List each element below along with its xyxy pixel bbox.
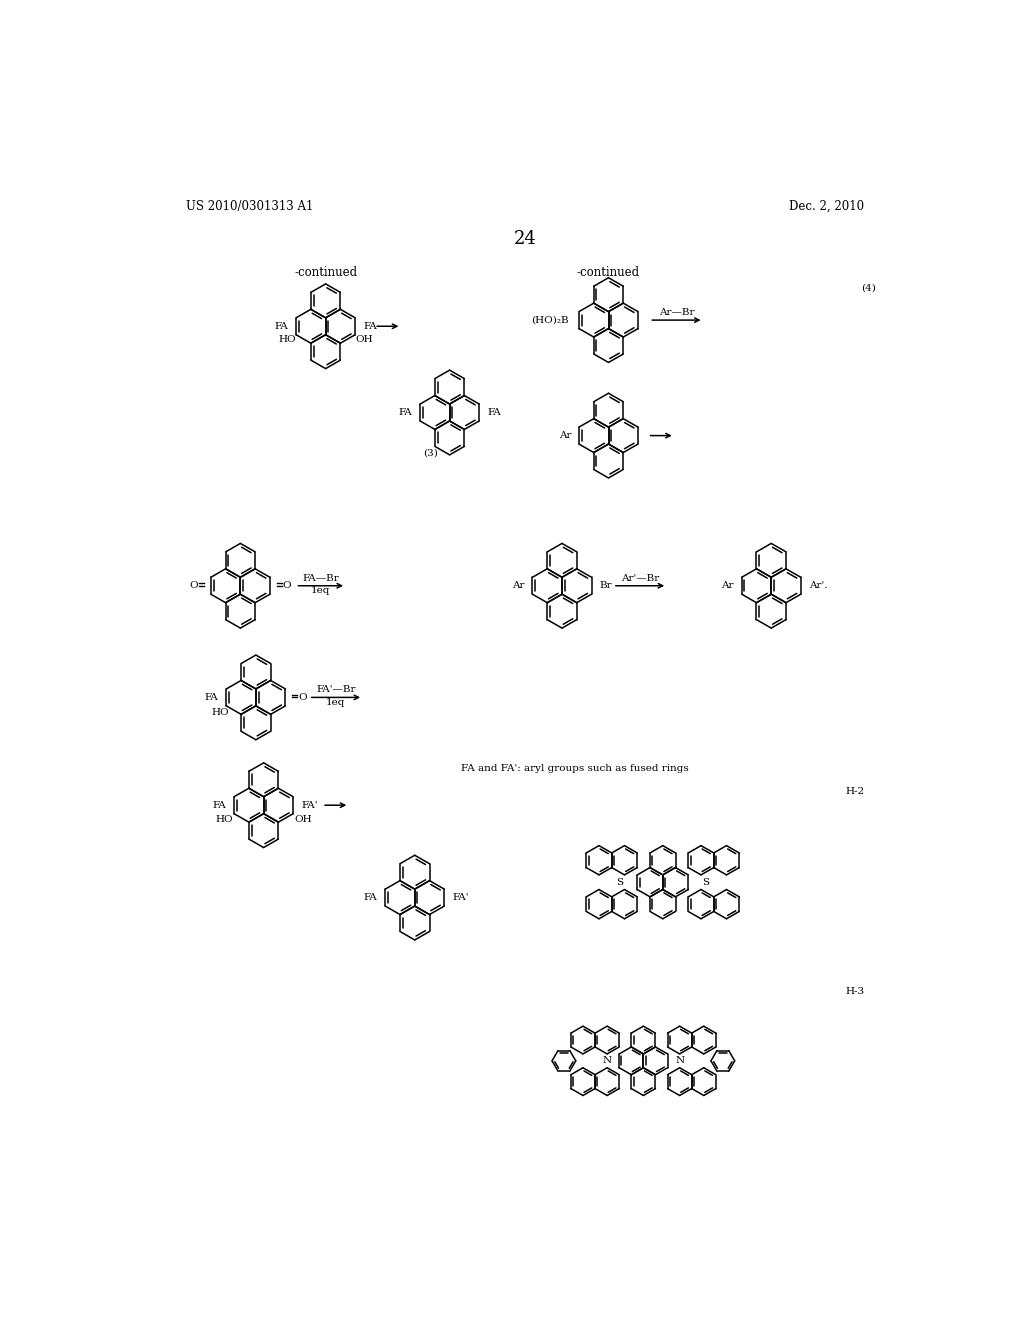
Text: O: O	[298, 693, 306, 702]
Text: FA: FA	[398, 408, 413, 417]
Text: OH: OH	[355, 335, 373, 345]
Text: 24: 24	[513, 230, 537, 248]
Text: FA: FA	[212, 801, 226, 809]
Text: O: O	[189, 581, 199, 590]
Text: H-2: H-2	[845, 787, 864, 796]
Text: Br: Br	[599, 581, 612, 590]
Text: FA—Br: FA—Br	[302, 574, 339, 582]
Text: FA: FA	[487, 408, 501, 417]
Text: FA': FA'	[453, 894, 469, 902]
Text: US 2010/0301313 A1: US 2010/0301313 A1	[186, 199, 313, 213]
Text: Ar'.: Ar'.	[809, 581, 827, 590]
Text: H-3: H-3	[845, 987, 864, 997]
Text: FA'—Br: FA'—Br	[316, 685, 355, 694]
Text: OH: OH	[294, 814, 312, 824]
Text: FA and FA': aryl groups such as fused rings: FA and FA': aryl groups such as fused ri…	[461, 764, 689, 772]
Text: S: S	[701, 878, 709, 887]
Text: HO: HO	[215, 814, 232, 824]
Text: (4): (4)	[861, 284, 876, 292]
Text: (3): (3)	[423, 449, 437, 458]
Text: -continued: -continued	[577, 265, 640, 279]
Text: (HO)₂B: (HO)₂B	[531, 315, 568, 325]
Text: Dec. 2, 2010: Dec. 2, 2010	[790, 199, 864, 213]
Text: FA: FA	[205, 693, 218, 702]
Text: FA: FA	[364, 894, 378, 902]
Text: O: O	[283, 581, 291, 590]
Text: Ar: Ar	[559, 432, 571, 440]
Text: Ar—Br: Ar—Br	[658, 308, 694, 317]
Text: S: S	[616, 878, 624, 887]
Text: N: N	[675, 1056, 684, 1065]
Text: 1eq: 1eq	[311, 586, 331, 595]
Text: -continued: -continued	[294, 265, 357, 279]
Text: FA: FA	[364, 322, 377, 331]
Text: Ar: Ar	[721, 581, 734, 590]
Text: Ar'—Br: Ar'—Br	[621, 574, 659, 582]
Text: FA: FA	[274, 322, 288, 331]
Text: HO: HO	[279, 335, 296, 345]
Text: Ar: Ar	[512, 581, 524, 590]
Text: FA': FA'	[301, 801, 317, 809]
Text: N: N	[602, 1056, 611, 1065]
Text: HO: HO	[211, 708, 228, 717]
Text: 1eq: 1eq	[327, 697, 345, 706]
